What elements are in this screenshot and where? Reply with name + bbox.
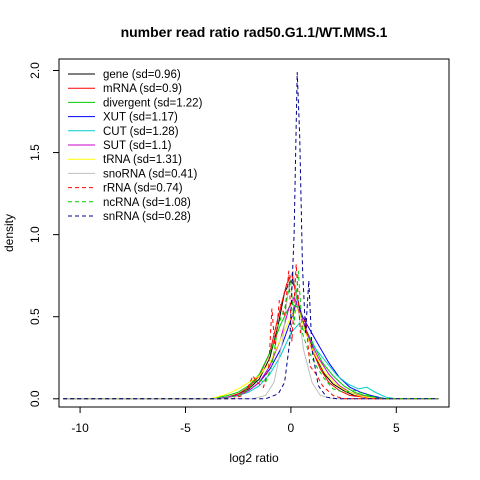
legend-label: tRNA (sd=1.31) xyxy=(103,154,182,166)
legend-label: XUT (sd=1.17) xyxy=(103,112,178,124)
y-tick-label: 1.5 xyxy=(28,144,42,161)
y-tick-label: 0.5 xyxy=(28,308,42,325)
legend-label: rRNA (sd=0.74) xyxy=(103,183,183,195)
legend: gene (sd=0.96) mRNA (sd=0.9) divergent (sd… xyxy=(68,69,203,223)
x-tick-label: -10 xyxy=(71,421,89,435)
y-tick-label: 1.0 xyxy=(28,226,42,243)
series-layer xyxy=(63,72,439,400)
legend-label: snRNA (sd=0.28) xyxy=(103,211,191,223)
series-line-7 xyxy=(63,270,439,400)
series-line-9 xyxy=(63,270,439,400)
x-tick-label: 5 xyxy=(393,421,400,435)
chart-title: number read ratio rad50.G1.1/WT.MMS.1 xyxy=(121,24,388,40)
series-line-10 xyxy=(63,72,439,400)
legend-label: SUT (sd=1.1) xyxy=(103,140,172,152)
series-line-4 xyxy=(63,322,439,400)
legend-label: CUT (sd=1.28) xyxy=(103,126,179,138)
y-axis: 0.0 0.5 1.0 1.5 2.0 xyxy=(28,62,59,407)
x-axis-label: log2 ratio xyxy=(229,451,279,465)
legend-label: mRNA (sd=0.9) xyxy=(103,83,182,95)
x-axis: -10 -5 0 5 xyxy=(71,407,400,435)
x-tick-label: 0 xyxy=(288,421,295,435)
legend-label: snoRNA (sd=0.41) xyxy=(103,168,197,180)
series-line-8 xyxy=(63,264,439,400)
x-tick-label: -5 xyxy=(180,421,191,435)
y-tick-label: 0.0 xyxy=(28,390,42,407)
legend-label: ncRNA (sd=1.08) xyxy=(103,197,191,209)
y-tick-label: 2.0 xyxy=(28,62,42,79)
plot-frame xyxy=(58,58,450,408)
legend-label: gene (sd=0.96) xyxy=(103,69,181,81)
y-axis-label: density xyxy=(2,214,16,252)
legend-label: divergent (sd=1.22) xyxy=(103,97,203,109)
